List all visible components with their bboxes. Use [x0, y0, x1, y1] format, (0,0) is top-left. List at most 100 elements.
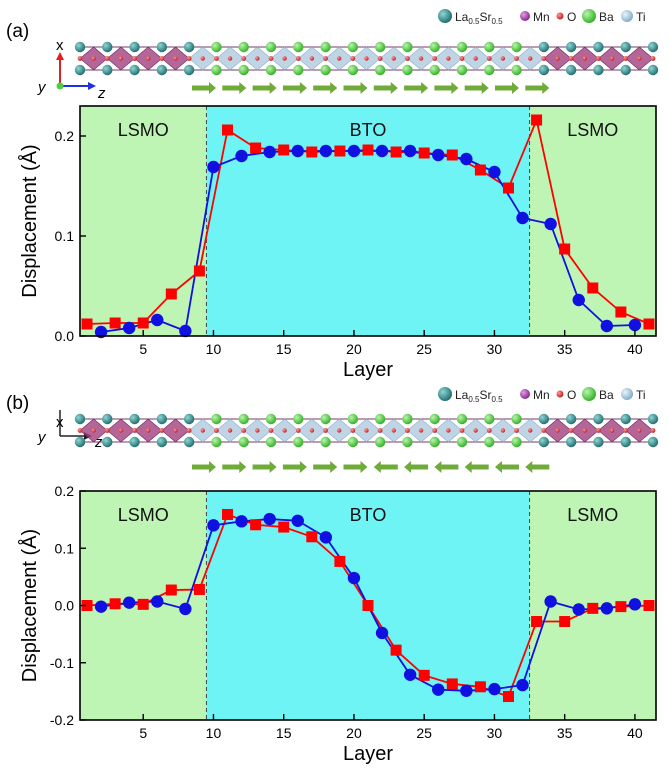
- la-sr-atom: [620, 436, 631, 448]
- legend-a: La0.5Sr0.5 Mn O Ba Ti: [438, 9, 646, 26]
- b-site-atom: [500, 56, 506, 61]
- la-sr-atom: [538, 41, 550, 53]
- panel-b: (b) La0.5Sr0.5 Mn O Ba Ti x y z LSMOBTOL…: [6, 387, 659, 765]
- data-point-square: [502, 182, 514, 194]
- ba-atom: [211, 436, 222, 448]
- arrow-right-icon: [282, 82, 307, 94]
- b-site-atom: [364, 428, 369, 433]
- b-site-atom: [609, 56, 615, 61]
- la-sr-atom: [565, 64, 577, 76]
- y-tick-label: 0.1: [55, 228, 75, 244]
- data-point-circle: [319, 531, 333, 544]
- data-point-circle: [516, 211, 529, 225]
- data-point-square: [418, 147, 430, 159]
- data-point-circle: [516, 678, 529, 692]
- data-point-circle: [235, 149, 248, 163]
- ba-atom: [429, 64, 440, 76]
- b-site-atom: [391, 428, 396, 433]
- x-axis-title: Layer: [343, 743, 393, 765]
- la-sr-atom: [102, 436, 113, 448]
- crystal-structure-b: [74, 413, 659, 448]
- data-point-square: [615, 601, 627, 613]
- b-site-atom: [227, 56, 233, 61]
- legend-o-label: O: [567, 10, 576, 24]
- la-sr-atom: [538, 413, 550, 425]
- ba-atom: [293, 413, 304, 425]
- x-tick-label: 25: [416, 725, 432, 741]
- legend-mn-label: Mn: [533, 10, 550, 24]
- data-point-square: [250, 519, 262, 531]
- ba-atom: [511, 64, 522, 76]
- ba-atom: [484, 413, 495, 425]
- data-point-circle: [151, 595, 164, 608]
- data-point-square: [193, 265, 205, 277]
- data-point-circle: [347, 571, 361, 585]
- data-point-circle: [263, 512, 276, 526]
- oxygen-atom: [541, 428, 547, 433]
- la-sr-atom: [74, 64, 86, 76]
- data-point-circle: [628, 598, 642, 611]
- data-point-square: [362, 600, 374, 611]
- oxygen-atom: [377, 56, 383, 61]
- ba-atom: [320, 41, 331, 53]
- ba-atom: [320, 413, 331, 425]
- b-site-atom: [418, 56, 424, 61]
- data-point-circle: [600, 602, 614, 615]
- axis-x-label: x: [56, 414, 64, 431]
- oxygen-atom: [486, 428, 492, 433]
- la-sr-atom: [565, 436, 577, 448]
- arrow-left-icon: [434, 461, 459, 473]
- ba-atom: [429, 41, 440, 53]
- ba-atom: [320, 64, 331, 76]
- mn-legend-icon: [520, 11, 530, 21]
- legend-o-label: O: [567, 388, 576, 402]
- data-point-square: [193, 583, 205, 595]
- x-tick-label: 20: [346, 341, 362, 357]
- oxygen-atom: [132, 428, 137, 433]
- oxygen-atom: [241, 56, 247, 61]
- panel-label-b: (b): [6, 393, 29, 414]
- data-point-square: [390, 146, 402, 158]
- data-point-circle: [347, 144, 361, 158]
- x-tick-label: 40: [627, 341, 643, 357]
- ba-atom: [402, 436, 413, 448]
- la-sr-atom: [647, 413, 659, 425]
- data-point-circle: [460, 152, 473, 166]
- data-point-square: [559, 243, 571, 255]
- ba-atom: [511, 41, 522, 53]
- x-tick-label: 35: [557, 725, 573, 741]
- data-point-circle: [572, 603, 585, 616]
- oxygen-atom: [295, 428, 301, 433]
- arrow-left-icon: [495, 461, 519, 473]
- oxygen-atom: [568, 56, 574, 61]
- data-point-square: [531, 114, 543, 126]
- b-site-atom: [282, 428, 287, 433]
- b-site-atom: [91, 428, 96, 433]
- data-point-square: [137, 598, 149, 610]
- legend-ti-label: Ti: [636, 10, 646, 24]
- la-sr-atom: [102, 413, 113, 425]
- data-point-circle: [375, 144, 389, 158]
- o-legend-icon: [556, 12, 564, 20]
- b-site-atom: [146, 56, 151, 61]
- la-sr-atom: [538, 64, 550, 76]
- data-point-square: [643, 318, 655, 330]
- la-sr-atom: [647, 64, 659, 76]
- arrow-right-icon: [192, 461, 216, 473]
- coordinate-axes-a: x y z: [37, 37, 106, 102]
- la-sr-atom: [129, 413, 140, 425]
- oxygen-atom: [77, 428, 83, 433]
- arrow-right-icon: [434, 82, 459, 94]
- la-sr-atom: [129, 41, 140, 53]
- data-point-circle: [544, 595, 557, 608]
- legend-mn-label: Mn: [533, 388, 550, 402]
- x-axis-arrow-icon: [56, 52, 64, 60]
- data-point-circle: [122, 596, 136, 609]
- x-tick-label: 10: [206, 725, 222, 741]
- ba-atom: [484, 41, 495, 53]
- data-point-square: [502, 691, 514, 703]
- crystal-structure-a: [74, 41, 659, 76]
- oxygen-atom: [241, 428, 247, 433]
- oxygen-atom: [268, 56, 274, 61]
